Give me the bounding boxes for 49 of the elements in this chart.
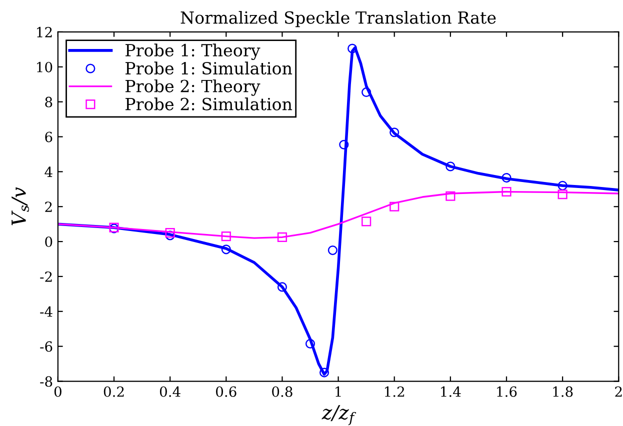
legend-label: Probe 2: Simulation bbox=[126, 97, 292, 110]
chart-title: Normalized Speckle Translation Rate bbox=[180, 10, 496, 28]
point bbox=[390, 202, 400, 212]
legend-label: Probe 1: Theory bbox=[126, 44, 260, 60]
legend-label: Probe 2: Theory bbox=[126, 79, 260, 96]
point bbox=[362, 87, 372, 97]
x-tick-label: 0 bbox=[54, 386, 62, 397]
x-tick-label: 1 bbox=[336, 386, 341, 397]
point bbox=[165, 228, 175, 238]
x-tick-label: 0.2 bbox=[104, 386, 124, 397]
point bbox=[319, 368, 330, 378]
point bbox=[558, 190, 568, 200]
y-tick-label: 2 bbox=[45, 202, 52, 212]
point bbox=[502, 173, 512, 183]
point bbox=[221, 244, 231, 254]
point bbox=[277, 282, 288, 292]
x-tick-label: 1.8 bbox=[553, 386, 573, 397]
y-tick-label: -4 bbox=[40, 306, 52, 317]
point bbox=[502, 186, 512, 197]
y-tick-label: -6 bbox=[40, 341, 52, 352]
legend-label: Probe 1: Simulation bbox=[126, 62, 292, 75]
point bbox=[558, 180, 568, 190]
point bbox=[339, 140, 349, 150]
point bbox=[446, 191, 456, 201]
x-tick-label: 1.4 bbox=[441, 386, 461, 397]
point bbox=[446, 162, 456, 172]
point bbox=[328, 245, 338, 256]
point bbox=[390, 128, 400, 138]
point bbox=[277, 232, 288, 242]
y-tick-label: 8 bbox=[45, 96, 52, 108]
y-tick-label: 6 bbox=[45, 132, 52, 142]
y-tick-label: 12 bbox=[37, 26, 52, 38]
x-tick-label: 1.6 bbox=[497, 386, 517, 397]
x-tick-label: 0.4 bbox=[160, 386, 180, 397]
point bbox=[348, 44, 358, 54]
y-tick-label: 4 bbox=[44, 166, 52, 177]
x-tick-label: 2 bbox=[615, 386, 622, 397]
point bbox=[221, 232, 231, 242]
y-tick-label: -8 bbox=[40, 376, 52, 387]
point bbox=[362, 216, 372, 226]
y-tick-label: -2 bbox=[40, 271, 52, 282]
y-tick-label: 0 bbox=[45, 236, 52, 248]
y-axis-title: V$_{s}$/v bbox=[12, 187, 30, 226]
x-tick-label: 0.6 bbox=[216, 386, 236, 397]
x-tick-label: 1.2 bbox=[385, 386, 404, 397]
point bbox=[305, 338, 316, 349]
x-axis-title: z/z$_{f}$ bbox=[322, 405, 356, 426]
y-tick-label: 10 bbox=[37, 62, 52, 72]
x-tick-label: 0.8 bbox=[272, 386, 292, 397]
